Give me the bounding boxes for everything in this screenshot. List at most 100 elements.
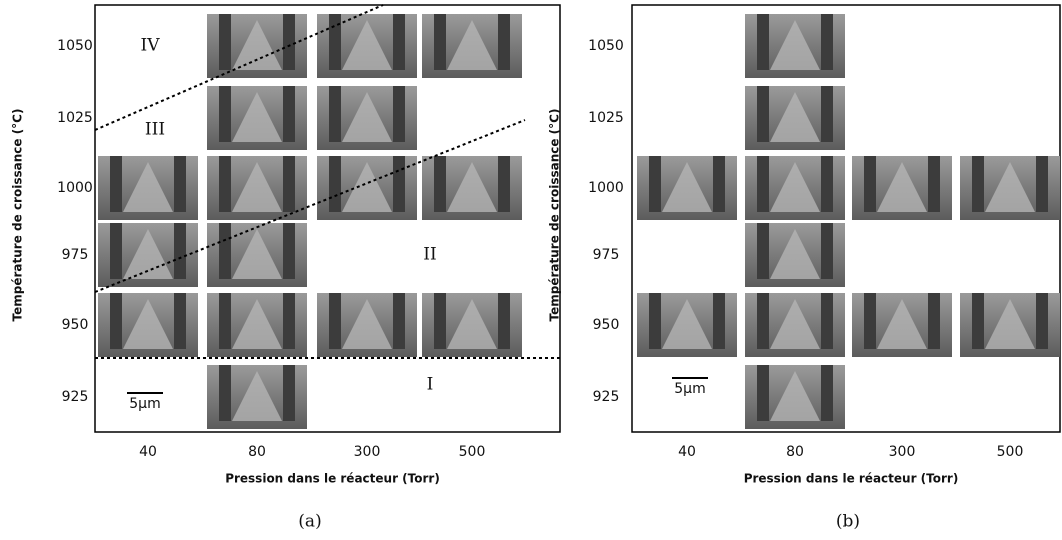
sem-crystal: [342, 162, 392, 212]
sem-crystal: [123, 299, 173, 349]
y-tick-label: 950: [62, 317, 89, 333]
sem-crystal: [877, 299, 927, 349]
sem-trench-right: [713, 293, 725, 349]
sem-crystal: [447, 20, 497, 70]
sem-crystal: [770, 371, 820, 421]
sem-crystal: [447, 299, 497, 349]
y-tick-label: 975: [62, 247, 89, 263]
sem-trench-left: [757, 14, 769, 70]
sem-trench-right: [393, 86, 405, 142]
sem-trench-right: [1036, 293, 1048, 349]
sem-crystal: [770, 299, 820, 349]
sem-crystal: [985, 299, 1035, 349]
sem-crystal: [662, 162, 712, 212]
sem-crystal: [770, 162, 820, 212]
sem-crystal: [662, 299, 712, 349]
sem-trench-right: [498, 156, 510, 212]
boundary-iv-iii: [94, 4, 384, 131]
y-tick-label: 1050: [57, 38, 93, 54]
sem-crystal: [985, 162, 1035, 212]
sem-trench-right: [821, 365, 833, 421]
sem-crystal: [123, 162, 173, 212]
x-tick-label: 500: [459, 444, 486, 460]
x-tick-label: 300: [889, 444, 916, 460]
sem-trench-left: [757, 223, 769, 279]
sem-trench-right: [928, 293, 940, 349]
sem-trench-right: [713, 156, 725, 212]
sem-trench-left: [219, 293, 231, 349]
sem-trench-left: [329, 14, 341, 70]
y-tick-label: 975: [593, 247, 620, 263]
sem-trench-right: [393, 293, 405, 349]
sem-crystal: [123, 229, 173, 279]
sem-trench-right: [174, 156, 186, 212]
sem-trench-left: [329, 293, 341, 349]
sem-trench-right: [821, 293, 833, 349]
region-label: I: [427, 375, 434, 395]
sem-trench-left: [864, 156, 876, 212]
sem-trench-right: [393, 156, 405, 212]
scale-bar-label: 5µm: [129, 396, 160, 412]
sem-trench-left: [219, 223, 231, 279]
x-tick-label: 300: [354, 444, 381, 460]
sem-crystal: [447, 162, 497, 212]
sem-trench-left: [972, 156, 984, 212]
y-axis-label: Température de croissance (°C): [11, 109, 25, 322]
sem-trench-right: [283, 223, 295, 279]
x-tick-label: 40: [139, 444, 157, 460]
caption: (a): [298, 512, 321, 532]
y-tick-label: 1025: [588, 110, 624, 126]
sem-trench-right: [283, 365, 295, 421]
sem-crystal: [342, 92, 392, 142]
panel-frame: [94, 4, 561, 433]
sem-trench-right: [821, 86, 833, 142]
sem-trench-left: [110, 223, 122, 279]
scale-bar-label: 5µm: [674, 381, 705, 397]
sem-trench-left: [219, 86, 231, 142]
sem-trench-left: [219, 365, 231, 421]
sem-trench-right: [498, 14, 510, 70]
region-label: III: [145, 120, 165, 140]
sem-trench-left: [434, 293, 446, 349]
sem-trench-left: [329, 86, 341, 142]
sem-trench-right: [928, 156, 940, 212]
sem-trench-left: [864, 293, 876, 349]
sem-trench-left: [757, 86, 769, 142]
sem-trench-right: [393, 14, 405, 70]
sem-trench-left: [434, 14, 446, 70]
sem-trench-right: [821, 156, 833, 212]
y-tick-label: 1025: [57, 110, 93, 126]
x-tick-label: 80: [786, 444, 804, 460]
x-tick-label: 500: [997, 444, 1024, 460]
sem-trench-right: [498, 293, 510, 349]
sem-crystal: [232, 20, 282, 70]
y-axis-label: Température de croissance (°C): [548, 109, 562, 322]
sem-trench-right: [283, 156, 295, 212]
sem-trench-left: [219, 156, 231, 212]
y-tick-label: 1050: [588, 38, 624, 54]
sem-crystal: [232, 92, 282, 142]
sem-trench-right: [821, 14, 833, 70]
sem-crystal: [232, 371, 282, 421]
y-tick-label: 925: [62, 389, 89, 405]
x-tick-label: 80: [248, 444, 266, 460]
sem-crystal: [232, 229, 282, 279]
region-label: IV: [141, 36, 161, 56]
sem-trench-right: [283, 14, 295, 70]
sem-trench-left: [757, 156, 769, 212]
sem-crystal: [232, 162, 282, 212]
sem-crystal: [342, 20, 392, 70]
boundary-iii-ii: [94, 119, 526, 293]
sem-trench-left: [110, 293, 122, 349]
sem-crystal: [770, 229, 820, 279]
x-tick-label: 40: [678, 444, 696, 460]
sem-trench-left: [219, 14, 231, 70]
caption: (b): [836, 512, 860, 532]
y-tick-label: 950: [593, 317, 620, 333]
sem-trench-left: [110, 156, 122, 212]
region-label: II: [423, 245, 436, 265]
sem-trench-left: [757, 293, 769, 349]
x-axis-label: Pression dans le réacteur (Torr): [225, 472, 440, 486]
sem-crystal: [770, 20, 820, 70]
